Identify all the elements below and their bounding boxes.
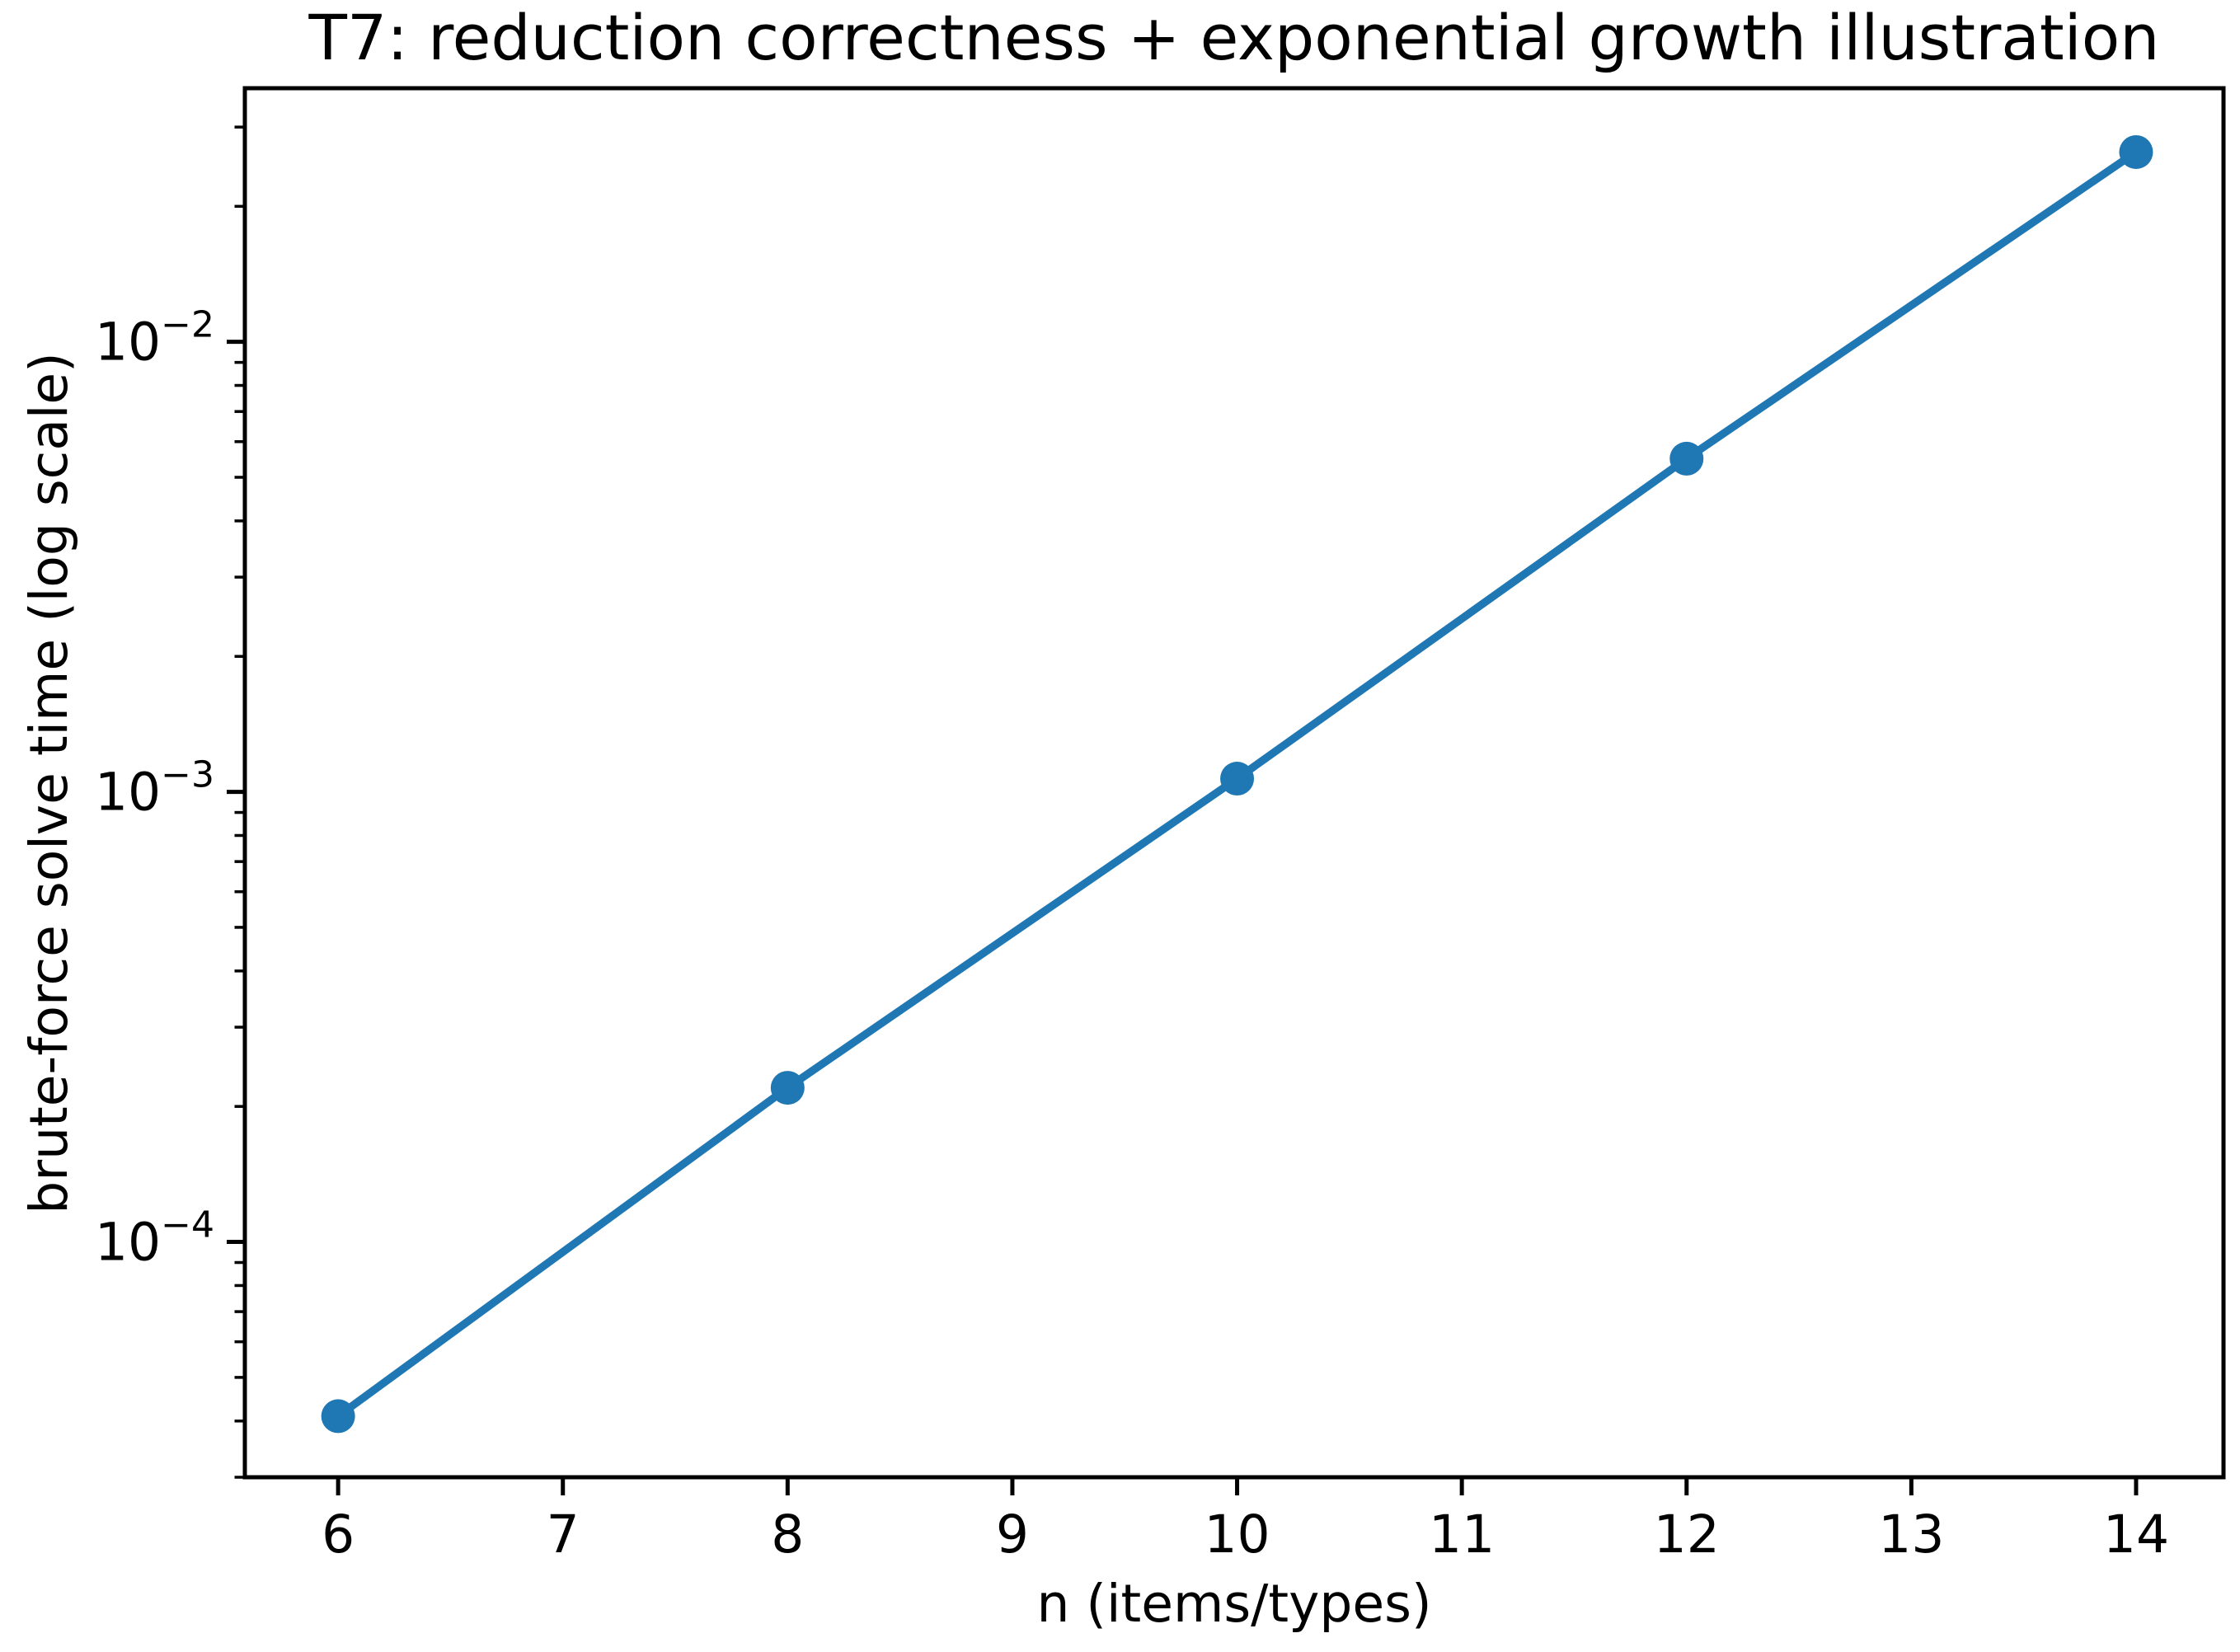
- x-tick-label: 12: [1654, 1504, 1720, 1565]
- data-point: [321, 1399, 355, 1434]
- y-tick-label: 10−3: [95, 754, 214, 823]
- y-axis-label: brute-force solve time (log scale): [19, 352, 80, 1214]
- x-tick-label: 11: [1429, 1504, 1495, 1565]
- chart-title: T7: reduction correctness + exponential …: [308, 1, 2160, 74]
- y-tick-label: 10−2: [95, 304, 214, 373]
- data-point: [770, 1071, 805, 1105]
- x-tick-label: 9: [996, 1504, 1029, 1565]
- x-tick-label: 10: [1204, 1504, 1270, 1565]
- data-point: [1220, 762, 1255, 796]
- data-point: [2119, 134, 2153, 169]
- x-tick-label: 14: [2103, 1504, 2169, 1565]
- plot-border: [242, 86, 2226, 1480]
- y-tick-label: 10−4: [95, 1204, 214, 1273]
- x-tick-label: 8: [771, 1504, 804, 1565]
- x-axis-label: n (items/types): [1036, 1574, 1432, 1634]
- x-tick-label: 6: [322, 1504, 355, 1565]
- x-tick-label: 13: [1878, 1504, 1944, 1565]
- data-point: [1669, 441, 1704, 476]
- x-tick-label: 7: [547, 1504, 580, 1565]
